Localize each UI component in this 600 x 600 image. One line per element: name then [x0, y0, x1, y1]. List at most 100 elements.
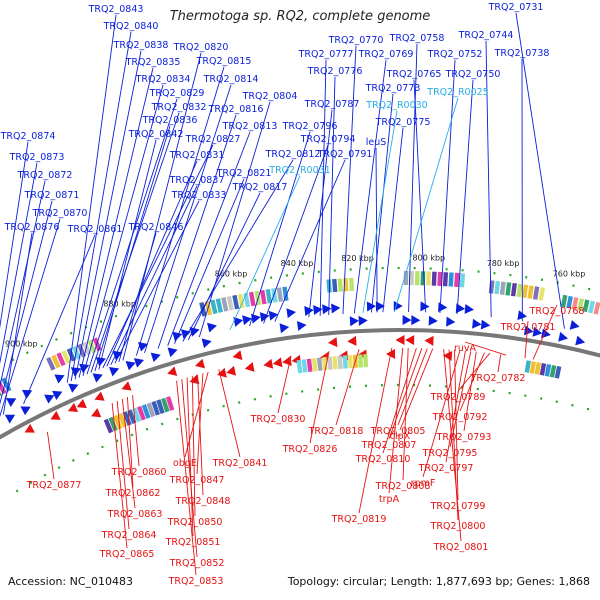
reverse-gene-arrow: [319, 351, 330, 362]
gene-label: TRQ2_0830: [250, 414, 306, 425]
cog-block: [327, 356, 333, 370]
gene-label: TRQ2_0829: [149, 88, 205, 99]
leader-line: [116, 400, 130, 530]
outer-guide-ring: [0, 266, 600, 368]
cog-block: [516, 283, 523, 298]
forward-gene-arrow: [54, 374, 65, 384]
leader-line: [74, 50, 142, 380]
leader-line: [0, 218, 61, 417]
cog-block: [588, 300, 596, 314]
cog-block: [103, 418, 114, 434]
leader-line: [388, 348, 423, 440]
cog-block: [426, 271, 431, 286]
forward-gene-arrow: [68, 383, 79, 393]
reverse-gene-arrow: [424, 335, 434, 346]
cog-block: [348, 277, 355, 292]
gene-label: TRQ2_0817: [232, 182, 288, 193]
cog-block: [221, 297, 229, 312]
gene-label: TRQ2_0852: [169, 558, 225, 569]
leader-line: [23, 234, 96, 404]
leader-line: [413, 79, 427, 313]
position-tick-label: 880 kbp: [103, 299, 136, 308]
leader-line: [126, 397, 134, 488]
cog-block: [409, 271, 414, 286]
cog-block: [510, 282, 517, 297]
forward-gene-arrow: [358, 315, 368, 326]
cog-block: [454, 272, 460, 288]
gene-label: ruvA: [454, 343, 477, 354]
forward-gene-arrow: [6, 398, 17, 408]
leader-line: [174, 178, 245, 344]
cog-block: [448, 272, 454, 287]
reverse-gene-arrow: [94, 391, 105, 401]
forward-gene-arrow: [331, 303, 341, 314]
position-tick-label: 840 kbp: [281, 259, 314, 268]
gene-label: TRQ2_0838: [113, 40, 169, 51]
cog-block: [165, 396, 175, 411]
cog-block: [226, 295, 234, 311]
gene-label: TRQ2_0801: [433, 542, 489, 553]
gene-label: TRQ2_0769: [358, 49, 414, 60]
cog-block: [306, 358, 313, 373]
forward-gene-arrow: [189, 326, 200, 337]
cog-block: [437, 271, 443, 287]
leader-line: [94, 125, 171, 372]
gene-label: TRQ2_0827: [185, 134, 241, 145]
forward-gene-arrow: [438, 302, 448, 313]
cog-block: [521, 284, 529, 299]
reverse-gene-arrow: [263, 358, 274, 369]
leader-line: [229, 175, 301, 331]
leader-line: [485, 40, 492, 318]
position-tick-label: 800 kbp: [413, 253, 446, 262]
cog-block: [403, 271, 409, 286]
cog-block: [77, 343, 87, 358]
cog-block: [538, 287, 545, 301]
cog-block: [122, 411, 132, 426]
leader-line: [157, 114, 237, 349]
cog-block: [529, 361, 537, 374]
position-tick-label: 760 kbp: [553, 270, 586, 279]
forward-gene-arrow: [279, 323, 290, 334]
forward-gene-arrow: [532, 326, 543, 337]
gene-label: TRQ2_0873: [9, 152, 65, 163]
reverse-gene-arrow: [405, 335, 415, 346]
cog-block: [505, 282, 512, 296]
cog-block: [593, 301, 600, 315]
topology-text: Topology: circular; Length: 1,877,693 bp…: [287, 575, 590, 588]
leader-line: [439, 59, 456, 314]
leader-line: [463, 351, 477, 432]
gene-label: TRQ2_0773: [365, 83, 421, 94]
leader-line: [382, 127, 404, 313]
cog-block: [347, 354, 353, 369]
forward-gene-arrow: [250, 313, 261, 324]
gene-label: TRQ2_0770: [328, 35, 384, 46]
leader-line: [497, 354, 502, 373]
leader-line: [110, 185, 198, 366]
gene-label: TRQ2_0744: [458, 30, 514, 41]
forward-gene-arrow: [464, 303, 474, 314]
forward-gene-arrow: [446, 316, 456, 327]
forward-gene-arrow: [109, 367, 120, 377]
cog-block: [0, 379, 7, 395]
gene-label: TRQ2_0804: [242, 91, 298, 102]
cog-block: [494, 280, 501, 295]
leader-line: [90, 112, 180, 373]
gene-label: TRQ2_0781: [500, 322, 556, 333]
reverse-gene-arrow: [272, 357, 283, 368]
cog-block: [524, 360, 531, 373]
cog-block: [337, 355, 343, 369]
gene-label: TRQ2_R0025: [426, 87, 488, 98]
cog-block: [136, 405, 146, 421]
cog-block: [337, 278, 343, 292]
cog-block: [82, 341, 92, 356]
cog-block: [539, 363, 547, 376]
leader-line: [46, 431, 55, 480]
gene-label: TRQ2_R0031: [268, 165, 330, 176]
gene-label: TRQ2_0833: [171, 190, 227, 201]
gene-label: TRQ2_0752: [427, 49, 483, 60]
reverse-gene-arrow: [76, 398, 87, 409]
reverse-gene-arrow: [232, 350, 243, 361]
cog-block: [113, 414, 123, 430]
forward-gene-arrow: [4, 414, 16, 424]
